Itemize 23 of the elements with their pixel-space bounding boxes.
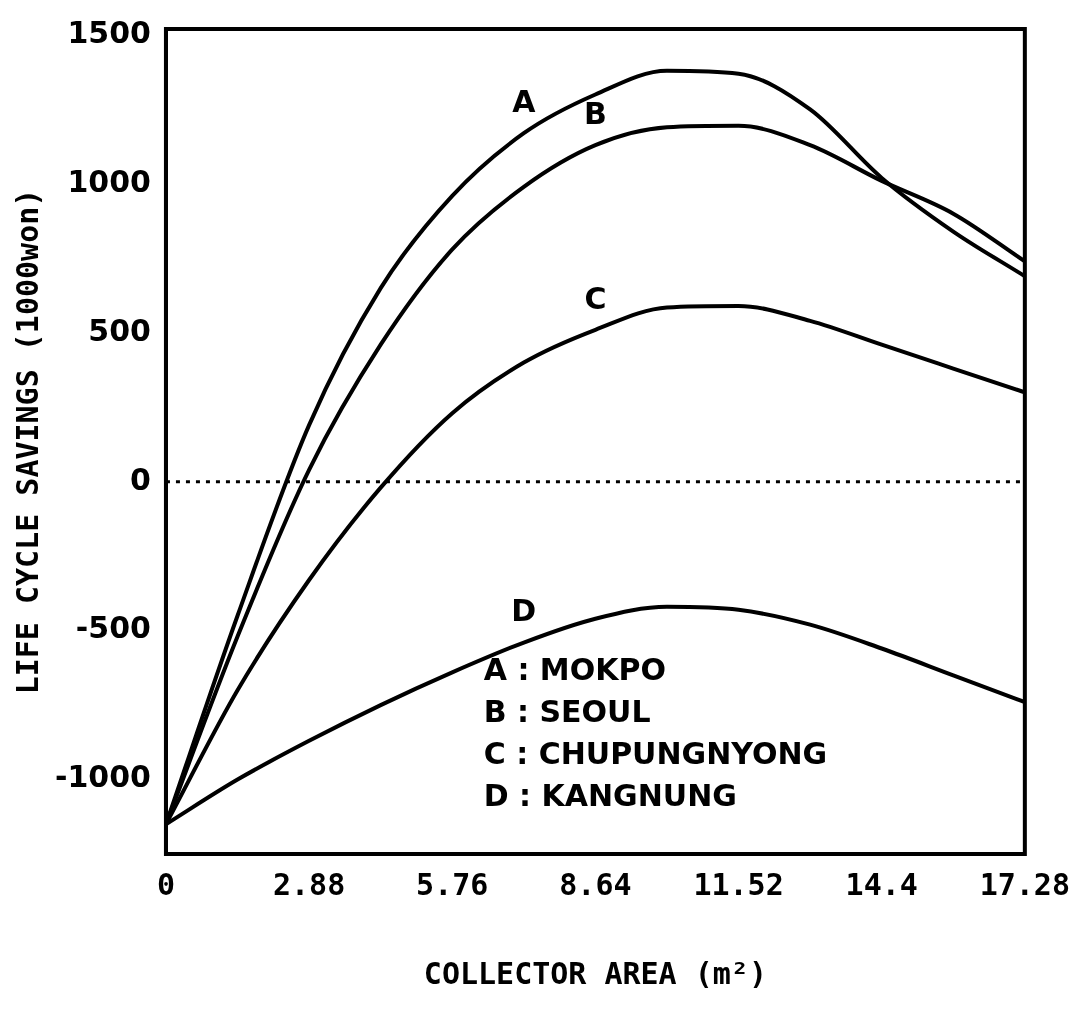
y-tick-label: 1000	[67, 163, 151, 199]
x-tick-label: 11.52	[693, 866, 784, 902]
series-label: D	[511, 593, 537, 629]
annotation: B : SEOUL	[483, 694, 651, 730]
x-tick-label: 0	[156, 866, 175, 902]
x-tick-label: 2.88	[272, 866, 346, 902]
y-tick-label: 0	[130, 461, 151, 497]
annotation: D : KANGNUNG	[483, 778, 737, 814]
series-label: C	[584, 280, 607, 316]
x-tick-label: 17.28	[979, 866, 1070, 902]
y-tick-label: -1000	[54, 759, 151, 795]
x-tick-label: 8.64	[559, 866, 632, 902]
x-tick-label: 5.76	[416, 866, 489, 902]
y-tick-label: -500	[75, 610, 151, 646]
series-label: A	[512, 84, 537, 120]
y-tick-label: 1500	[67, 14, 151, 50]
annotation: A : MOKPO	[483, 652, 666, 688]
annotation: C : CHUPUNGNYONG	[483, 736, 828, 772]
x-tick-label: 14.4	[845, 866, 918, 902]
series-label: B	[583, 95, 607, 131]
y-axis-title: LIFE CYCLE SAVINGS (1000won)	[9, 188, 45, 695]
x-axis-title: COLLECTOR AREA (m²)	[423, 955, 767, 991]
y-tick-label: 500	[88, 312, 151, 348]
